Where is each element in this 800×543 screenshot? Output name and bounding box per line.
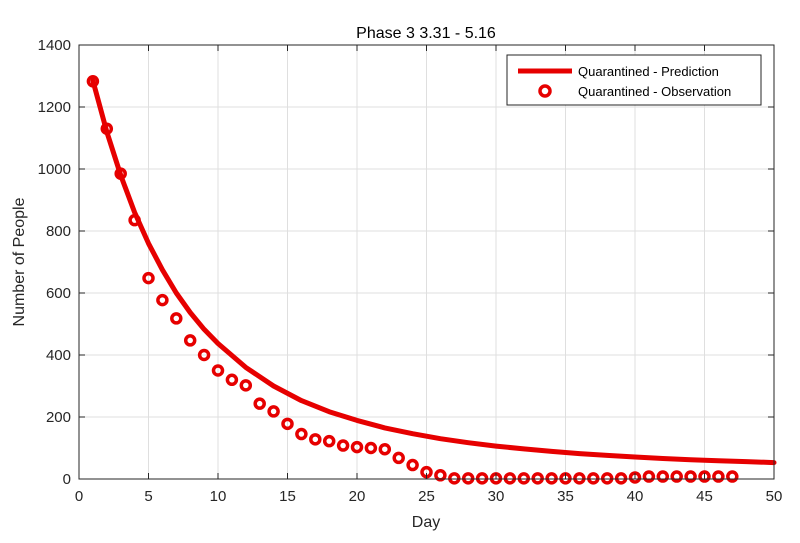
observation-point [253, 397, 266, 410]
observation-point [142, 271, 155, 285]
observation-point [614, 472, 628, 485]
observation-point [600, 472, 614, 485]
x-tick-label: 45 [696, 488, 713, 505]
observation-point [475, 472, 489, 485]
observation-point [170, 312, 183, 325]
legend-box [506, 54, 762, 106]
y-axis-label: Number of People [11, 197, 28, 326]
observation-point [336, 439, 350, 452]
observation-point [726, 470, 739, 483]
observation-point [267, 405, 280, 418]
x-tick-label: 35 [557, 488, 574, 505]
observation-point [531, 472, 544, 485]
y-tick-label: 400 [46, 347, 71, 364]
observation-point [434, 469, 447, 482]
y-tick-label: 1400 [38, 37, 71, 54]
prediction-series [90, 78, 777, 466]
y-tick-label: 1200 [38, 99, 71, 116]
x-tick-label: 40 [627, 488, 644, 505]
x-tick-label: 5 [144, 488, 152, 505]
observation-point [448, 472, 461, 485]
observation-point [392, 451, 405, 465]
observation-point [225, 373, 239, 387]
observation-series [86, 75, 739, 485]
x-tick-label: 10 [210, 488, 227, 505]
observation-point [156, 293, 169, 307]
observation-point [670, 470, 683, 483]
observation-point [100, 122, 114, 135]
observation-point [364, 441, 378, 455]
x-tick-label: 50 [766, 488, 783, 505]
observation-point [628, 471, 642, 484]
x-tick-label: 20 [349, 488, 366, 505]
observation-point [350, 440, 364, 454]
observation-point [378, 442, 392, 456]
x-tick-label: 0 [75, 488, 83, 505]
observation-point [573, 472, 586, 485]
observation-point [587, 472, 600, 485]
observation-point [656, 470, 670, 483]
y-tick-label: 0 [63, 471, 71, 488]
observation-point [309, 433, 322, 446]
legend-marker-swatch [538, 84, 552, 98]
legend: Quarantined - Prediction Quarantined - O… [506, 54, 762, 106]
observation-point [86, 75, 100, 88]
observation-point [114, 167, 127, 180]
observation-point [642, 470, 656, 483]
y-tick-label: 200 [46, 409, 71, 426]
observation-point [295, 427, 308, 441]
observation-point [712, 470, 725, 483]
y-tick-label: 1000 [38, 161, 71, 178]
y-tick-label: 800 [46, 223, 71, 240]
observation-point [503, 472, 517, 485]
x-tick-label: 15 [279, 488, 296, 505]
prediction-line [90, 78, 777, 466]
x-tick-label: 30 [488, 488, 505, 505]
observation-point [128, 213, 141, 227]
legend-label-prediction: Quarantined - Prediction [578, 64, 719, 79]
x-tick-label: 25 [418, 488, 435, 505]
observation-point [406, 458, 419, 472]
observation-point [211, 364, 225, 377]
observation-point [517, 472, 531, 485]
observation-point [281, 417, 294, 431]
observation-point [322, 434, 336, 448]
x-axis-label: Day [412, 514, 440, 531]
legend-label-observation: Quarantined - Observation [578, 84, 731, 99]
observation-point [698, 470, 711, 483]
observation-point [545, 472, 558, 485]
observation-point [183, 334, 197, 347]
observation-point [684, 470, 697, 483]
observation-point [197, 348, 211, 362]
ticks: 0 5 10 15 20 25 30 35 40 45 50 0 200 400 600 800 1000 120… [38, 37, 783, 505]
observation-point [461, 472, 475, 485]
observation-point [239, 379, 253, 392]
y-tick-label: 600 [46, 285, 71, 302]
chart-title: Phase 3 3.31 - 5.16 [356, 25, 496, 42]
